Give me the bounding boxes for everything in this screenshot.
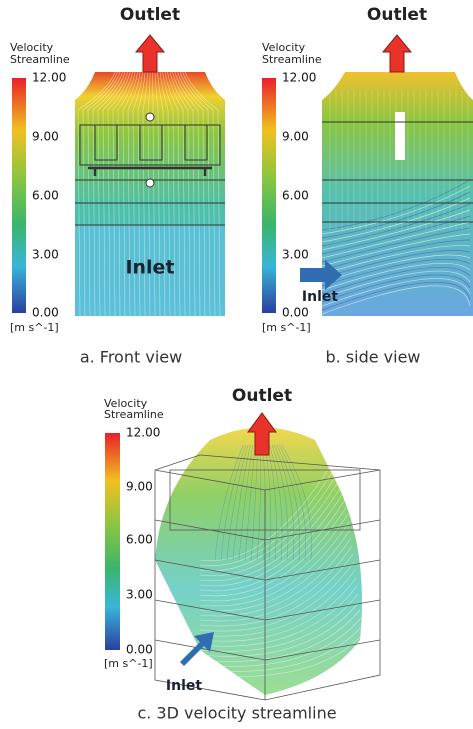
outlet-label: Outlet [120,5,180,25]
caption: c. 3D velocity streamline [137,704,336,723]
colorbar-tick: 6.00 [32,189,59,203]
caption: b. side view [325,348,420,367]
colorbar [105,433,120,650]
legend-subtitle: Streamline [10,53,70,66]
colorbar-tick: 6.00 [126,533,153,547]
page: Velocity Streamline 12.00 9.00 6.00 3.00… [0,0,473,729]
inlet-label: Inlet [166,678,202,694]
legend-subtitle: Streamline [262,53,322,66]
outlet-arrow [136,35,164,72]
colorbar-tick: 0.00 [32,306,59,320]
colorbar-tick: 0.00 [282,306,309,320]
colorbar-tick: 9.00 [126,480,153,494]
nozzle [146,179,154,187]
inlet-label: Inlet [125,257,174,279]
panel-3d: Velocity Streamline 12.00 9.00 6.00 3.00… [104,386,380,723]
inlet-label: Inlet [302,289,338,305]
colorbar-unit: [m s^-1] [262,321,311,334]
figure: Velocity Streamline 12.00 9.00 6.00 3.00… [0,0,473,729]
caption: a. Front view [80,348,182,367]
colorbar [262,78,276,313]
outlet-label: Outlet [232,386,292,406]
colorbar-tick: 12.00 [32,71,66,85]
panel-side: Velocity Streamline 12.00 9.00 6.00 3.00… [262,5,473,367]
structure [395,112,405,160]
outlet-label: Outlet [367,5,427,25]
colorbar-tick: 3.00 [282,248,309,262]
colorbar-tick: 9.00 [282,130,309,144]
colorbar-unit: [m s^-1] [10,321,59,334]
outlet-arrow [383,35,411,72]
nozzle [146,113,154,121]
panel-front: Velocity Streamline 12.00 9.00 6.00 3.00… [10,5,225,367]
colorbar-tick: 0.00 [126,643,153,657]
colorbar-tick: 9.00 [32,130,59,144]
colorbar-tick: 3.00 [32,248,59,262]
legend-subtitle: Streamline [104,408,164,421]
colorbar-tick: 3.00 [126,588,153,602]
colorbar [12,78,26,313]
colorbar-tick: 12.00 [282,71,316,85]
colorbar-tick: 6.00 [282,189,309,203]
colorbar-tick: 12.00 [126,426,160,440]
colorbar-unit: [m s^-1] [104,657,153,670]
